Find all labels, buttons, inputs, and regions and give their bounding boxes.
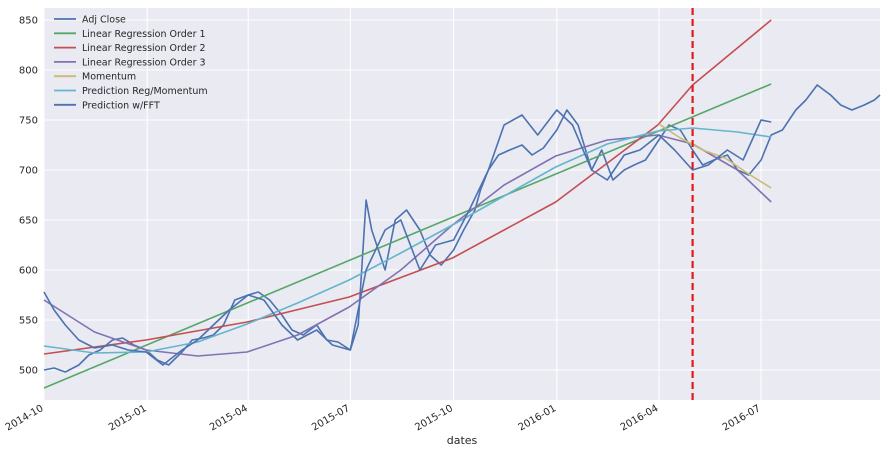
legend-label: Linear Regression Order 3 [82, 57, 206, 68]
legend-label: Prediction w/FFT [82, 100, 160, 111]
x-tick-label: 2015-01 [107, 403, 149, 433]
x-tick-label: 2016-04 [619, 403, 661, 433]
series-line-linear-regression-order-2 [43, 19, 772, 355]
x-tick-label: 2015-10 [413, 403, 455, 433]
y-tick-label: 550 [19, 316, 38, 327]
x-tick-label: 2014-10 [4, 403, 46, 433]
legend-label: Prediction Reg/Momentum [82, 86, 208, 97]
series-line-linear-regression-order-3 [43, 134, 772, 357]
x-axis-ticks: 2014-10 2015-01 2015-04 2015-07 2015-10 2016-… [4, 403, 763, 433]
y-tick-label: 500 [19, 366, 38, 377]
series-line-momentum [658, 123, 772, 189]
y-axis-ticks: 500 550 600 650 700 750 800 850 [19, 16, 38, 377]
legend-label: Linear Regression Order 1 [82, 29, 206, 40]
legend-label: Linear Regression Order 2 [82, 43, 206, 54]
x-tick-label: 2016-07 [721, 403, 763, 433]
y-tick-label: 800 [19, 66, 38, 77]
x-axis-label: dates [447, 434, 478, 447]
x-tick-label: 2015-07 [310, 403, 352, 433]
legend: Adj Close Linear Regression Order 1 Linear… [54, 15, 208, 111]
legend-label: Adj Close [82, 15, 126, 26]
y-tick-label: 650 [19, 216, 38, 227]
y-tick-label: 750 [19, 116, 38, 127]
grid-lines [43, 8, 880, 400]
series-line-prediction-reg-momentum [43, 127, 772, 354]
y-tick-label: 700 [19, 166, 38, 177]
series-layer [43, 19, 881, 389]
series-line-prediction-w-fft [43, 109, 772, 366]
y-tick-label: 600 [19, 266, 38, 277]
x-tick-label: 2015-04 [208, 403, 250, 433]
x-tick-label: 2016-01 [517, 403, 559, 433]
plot-area [44, 8, 880, 400]
y-tick-label: 850 [19, 16, 38, 27]
legend-label: Momentum [82, 72, 136, 83]
